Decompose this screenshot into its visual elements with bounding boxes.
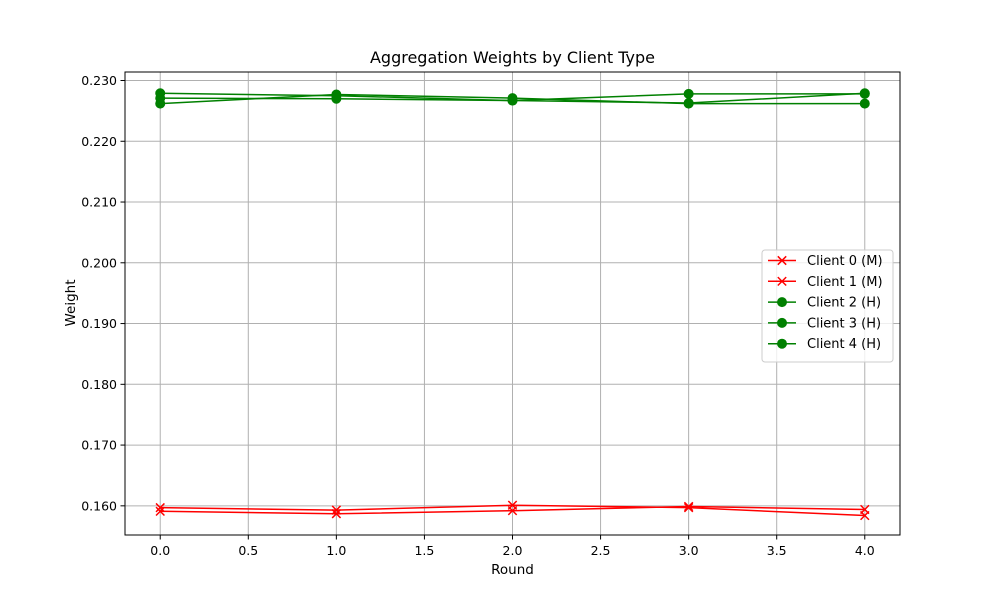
data-point-client-1-stroke-b [331, 509, 342, 519]
y-tick-label: 0.180 [81, 377, 117, 392]
data-point-client-1-stroke-b [155, 506, 165, 517]
data-point-client-1 [860, 504, 870, 515]
y-tick-label: 0.200 [81, 255, 117, 270]
data-point-client-3 [155, 98, 166, 109]
data-point-client-1 [155, 506, 165, 517]
data-point-client-0 [155, 502, 165, 513]
legend-item: Client 4 (H) [768, 337, 881, 352]
y-axis-label: Weight [63, 279, 79, 326]
data-point-client-0-stroke-b [155, 502, 165, 513]
legend: Client 0 (M) Client 1 (M) Client 2 (H) Clie… [761, 249, 894, 363]
series-lines [155, 88, 870, 521]
legend-swatch-marker [777, 317, 787, 328]
data-point-client-1 [507, 505, 518, 516]
legend-item: Client 2 (H) [768, 296, 881, 311]
x-tick-label: 0.5 [238, 543, 258, 558]
legend-swatch-marker [777, 276, 787, 287]
y-tick-label: 0.210 [81, 195, 117, 210]
legend-box [761, 249, 894, 363]
legend-item: Client 3 (H) [768, 316, 881, 331]
y-tick-label: 0.230 [81, 73, 117, 88]
legend-swatch-marker-stroke-b [777, 276, 787, 287]
x-tick-label: 1.5 [414, 543, 434, 558]
chart-title: Aggregation Weights by Client Type [370, 48, 655, 67]
legend-swatch-marker [777, 297, 787, 308]
x-tick-label: 3.5 [767, 543, 787, 558]
data-point-client-3 [859, 98, 870, 109]
legend-swatch-marker-stroke-b [777, 255, 787, 266]
y-tick-label: 0.170 [81, 438, 117, 453]
data-point-client-0-stroke-b [331, 505, 342, 515]
data-point-client-1-stroke-b [507, 505, 518, 516]
series-client-4 [155, 88, 870, 108]
data-point-client-1 [331, 509, 342, 519]
series-client-0 [155, 500, 870, 521]
x-tick-label: 2.0 [503, 543, 523, 558]
legend-label: Client 0 (M) [807, 254, 883, 269]
y-tick-label: 0.160 [81, 498, 117, 513]
legend-item: Client 0 (M) [768, 254, 883, 269]
x-tick-label: 2.5 [591, 543, 611, 558]
series-client-1 [155, 501, 870, 519]
data-point-client-4 [155, 88, 166, 99]
x-tick-label: 0.0 [150, 543, 170, 558]
y-tick-label: 0.220 [81, 134, 117, 149]
data-point-client-0 [331, 505, 342, 515]
data-point-client-4 [683, 97, 694, 108]
data-point-client-4 [507, 95, 518, 106]
data-point-client-2 [683, 88, 694, 99]
data-point-client-1 [683, 501, 694, 512]
data-point-client-0-stroke-b [683, 502, 694, 513]
legend-item: Client 1 (M) [768, 275, 883, 290]
data-point-client-0 [683, 502, 694, 513]
data-point-client-1-stroke-b [683, 501, 694, 512]
x-tick-label: 1.0 [326, 543, 346, 558]
data-point-client-1-stroke-b [860, 504, 870, 515]
data-point-client-4 [331, 90, 342, 101]
y-tick-label: 0.190 [81, 316, 117, 331]
x-tick-label: 3.0 [679, 543, 699, 558]
x-tick-label: 4.0 [855, 543, 875, 558]
legend-label: Client 3 (H) [807, 316, 881, 331]
legend-swatch-marker [777, 255, 787, 266]
legend-label: Client 1 (M) [807, 275, 883, 290]
legend-label: Client 4 (H) [807, 337, 881, 352]
x-axis-label: Round [491, 562, 534, 578]
axis-ticks: 0.0 0.5 1.0 1.5 2.0 2.5 3.0 3.5 4.0 0.160 0.170 0.1… [81, 73, 875, 558]
data-point-client-4 [859, 88, 870, 99]
legend-label: Client 2 (H) [807, 296, 881, 311]
legend-swatch-marker [777, 338, 787, 349]
